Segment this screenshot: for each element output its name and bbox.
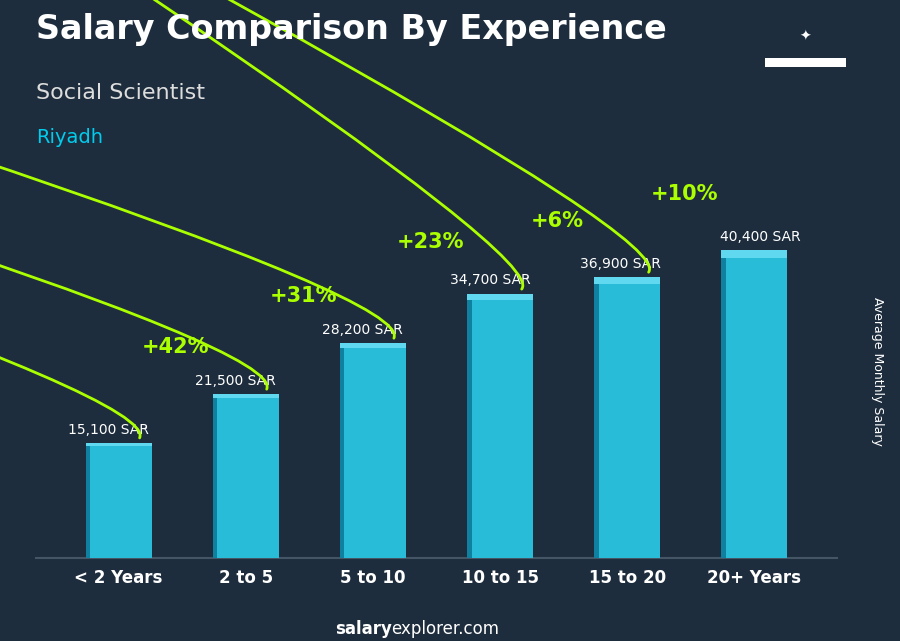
Bar — [594, 277, 661, 284]
Bar — [467, 294, 472, 558]
Bar — [340, 343, 345, 558]
Bar — [212, 394, 218, 558]
Bar — [467, 294, 533, 300]
Bar — [212, 394, 279, 398]
Bar — [86, 443, 152, 445]
Text: 28,200 SAR: 28,200 SAR — [322, 323, 403, 337]
Text: Riyadh: Riyadh — [36, 128, 103, 147]
Bar — [765, 58, 846, 67]
Text: 15,100 SAR: 15,100 SAR — [68, 422, 148, 437]
Text: salary: salary — [335, 620, 392, 638]
Text: 40,400 SAR: 40,400 SAR — [720, 230, 801, 244]
Text: 36,900 SAR: 36,900 SAR — [580, 256, 662, 271]
Bar — [340, 343, 406, 348]
Text: +6%: +6% — [531, 211, 584, 231]
Bar — [467, 294, 533, 558]
Text: Social Scientist: Social Scientist — [36, 83, 205, 103]
Text: Average Monthly Salary: Average Monthly Salary — [871, 297, 884, 446]
Bar — [721, 250, 726, 558]
Text: 21,500 SAR: 21,500 SAR — [195, 374, 276, 388]
Bar — [594, 277, 661, 558]
Text: +31%: +31% — [269, 287, 337, 306]
Bar — [86, 443, 90, 558]
Text: +10%: +10% — [651, 185, 718, 204]
Text: ✦: ✦ — [800, 29, 811, 43]
Text: +23%: +23% — [396, 233, 464, 253]
Text: explorer.com: explorer.com — [392, 620, 500, 638]
Bar — [721, 250, 788, 558]
Bar — [212, 394, 279, 558]
Bar — [86, 443, 152, 558]
Bar — [594, 277, 598, 558]
Bar — [340, 343, 406, 558]
Bar — [721, 250, 788, 258]
Text: +42%: +42% — [142, 337, 210, 358]
Text: 34,700 SAR: 34,700 SAR — [450, 274, 530, 287]
Text: Salary Comparison By Experience: Salary Comparison By Experience — [36, 13, 667, 46]
